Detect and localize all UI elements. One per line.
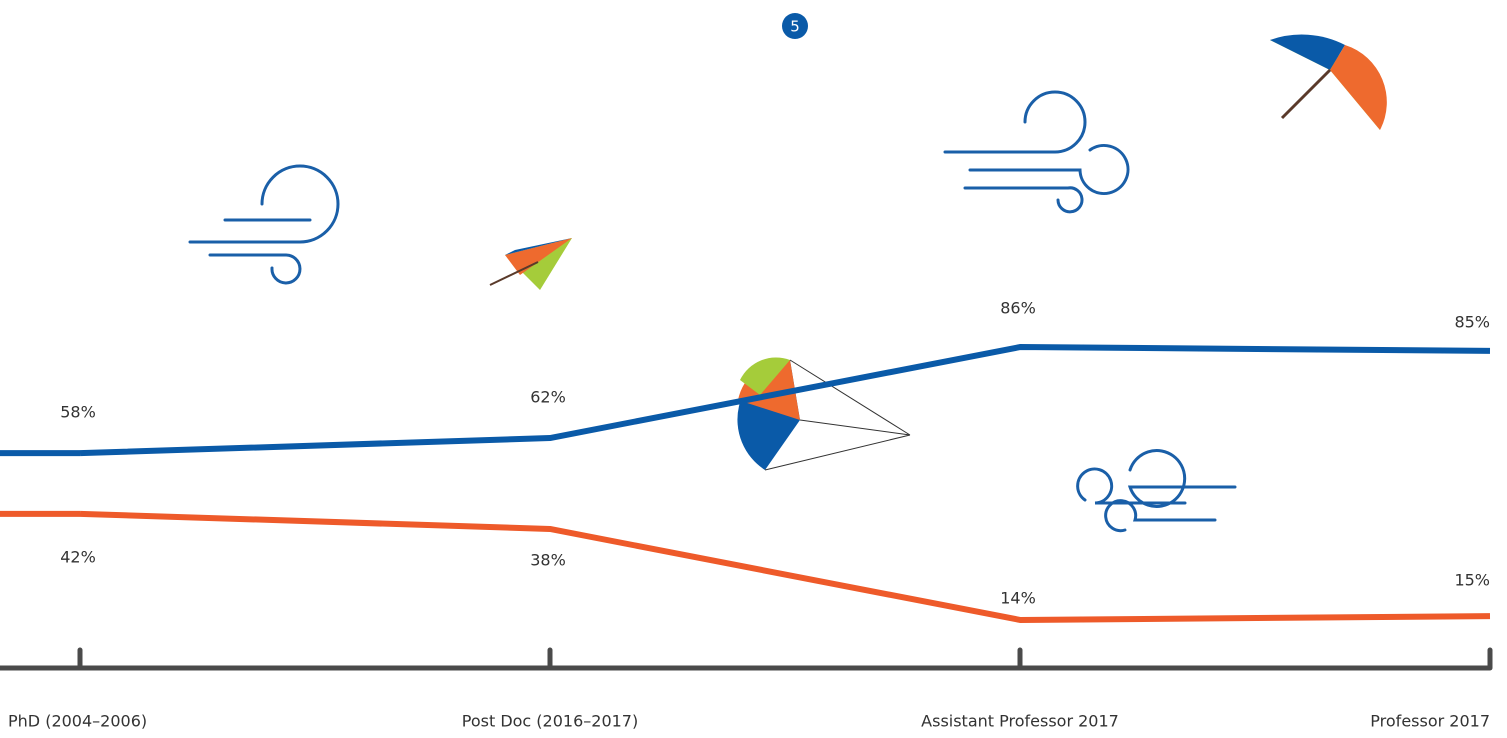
value-label: 86% (1000, 299, 1036, 318)
value-label: 42% (60, 547, 96, 566)
x-tick-label: Professor 2017 (1370, 712, 1490, 731)
umbrella (490, 238, 572, 290)
value-label: 38% (530, 550, 566, 569)
value-label: 58% (60, 403, 96, 422)
value-label: 85% (1454, 312, 1490, 331)
x-tick-label: Post Doc (2016–2017) (462, 712, 638, 731)
chart: 5 PhD (2004–2006) Post Doc (2016–2017) Ass… (0, 0, 1507, 738)
value-label: 62% (530, 388, 566, 407)
wind-gust (945, 92, 1128, 212)
wind-gust (1078, 451, 1235, 531)
wind-gust (190, 166, 338, 283)
badge: 5 (782, 13, 808, 39)
x-tick-label: Assistant Professor 2017 (921, 712, 1119, 731)
umbrella (1270, 35, 1387, 130)
badge-number: 5 (790, 18, 800, 36)
series-line (80, 514, 1490, 620)
value-label: 15% (1454, 571, 1490, 590)
x-tick-label: PhD (2004–2006) (8, 712, 147, 731)
value-label: 14% (1000, 588, 1036, 607)
